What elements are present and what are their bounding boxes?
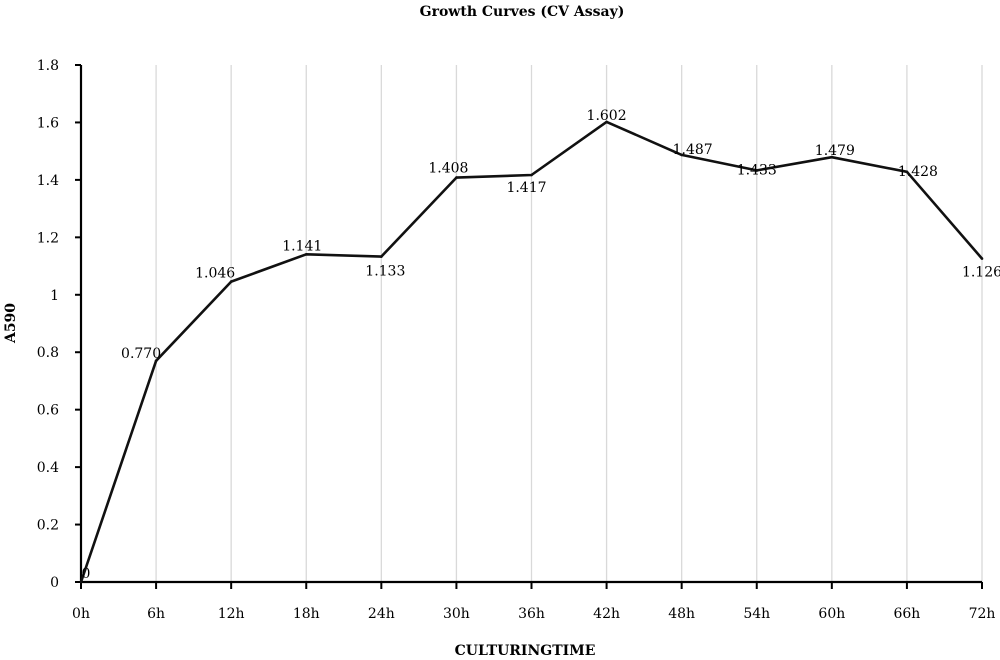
y-tick-label: 1.8 <box>37 58 59 74</box>
x-tick-label: 30h <box>443 606 470 622</box>
x-tick-label: 54h <box>743 606 770 622</box>
chart-title: Growth Curves (CV Assay) <box>420 4 625 20</box>
data-label: 1.433 <box>737 162 777 178</box>
y-tick-label: 1 <box>50 288 59 304</box>
data-label: 1.602 <box>587 108 627 124</box>
data-label: 1.487 <box>673 142 713 158</box>
data-label: 1.417 <box>506 180 546 196</box>
y-tick-label: 1.2 <box>37 230 59 246</box>
x-tick-label: 24h <box>368 606 395 622</box>
y-axis-title: A590 <box>3 303 19 344</box>
data-point <box>229 280 233 283</box>
y-tick-label: 0.2 <box>37 518 59 534</box>
x-axis-title: CULTURINGTIME <box>455 643 596 659</box>
data-point <box>304 252 308 256</box>
x-tick-label: 60h <box>818 606 845 622</box>
data-point <box>455 176 458 179</box>
y-tick-label: 0.6 <box>37 403 59 419</box>
y-tick-label: 1.4 <box>37 173 59 189</box>
data-point <box>380 255 383 258</box>
data-point <box>154 359 158 363</box>
x-tick-label: 6h <box>147 606 165 622</box>
x-tick-label: 48h <box>668 606 695 622</box>
y-tick-label: 0 <box>50 575 59 591</box>
data-point <box>830 155 834 159</box>
x-tick-label: 72h <box>969 606 996 622</box>
y-tick-label: 0.8 <box>37 345 59 361</box>
data-label: 1.126 <box>962 265 1000 281</box>
x-tick-label: 36h <box>518 606 545 622</box>
x-tick-label: 66h <box>893 606 920 622</box>
data-label: 1.046 <box>195 266 235 282</box>
data-label: 0.770 <box>121 346 161 362</box>
data-point <box>755 169 759 172</box>
data-point <box>530 173 533 177</box>
y-tick-label: 1.6 <box>37 115 59 131</box>
y-tick-label: 0.4 <box>37 460 59 476</box>
data-point <box>79 580 83 584</box>
gridlines <box>155 65 983 582</box>
data-point <box>605 120 608 124</box>
series-layer <box>79 120 984 584</box>
data-label: 1.428 <box>898 164 938 180</box>
x-tick-label: 42h <box>593 606 620 622</box>
x-tick-label: 18h <box>293 606 320 622</box>
data-label: 1.133 <box>365 264 405 280</box>
data-labels: 0 0.770 1.046 1.141 1.133 1.408 1.417 1.602 1.48… <box>82 108 1000 582</box>
data-point <box>980 257 984 260</box>
axes: 0 0.2 0.4 0.6 0.8 1 1.2 1.4 1.6 1.8 0h 6h 12h 18h 24h 3… <box>37 58 996 622</box>
x-tick-label: 12h <box>218 606 245 622</box>
data-label: 1.141 <box>282 238 322 254</box>
data-label: 1.408 <box>428 161 468 177</box>
data-point <box>680 153 683 157</box>
x-tick-label: 0h <box>72 606 90 622</box>
data-label: 0 <box>82 566 91 582</box>
data-point <box>905 170 909 174</box>
data-label: 1.479 <box>815 143 855 159</box>
